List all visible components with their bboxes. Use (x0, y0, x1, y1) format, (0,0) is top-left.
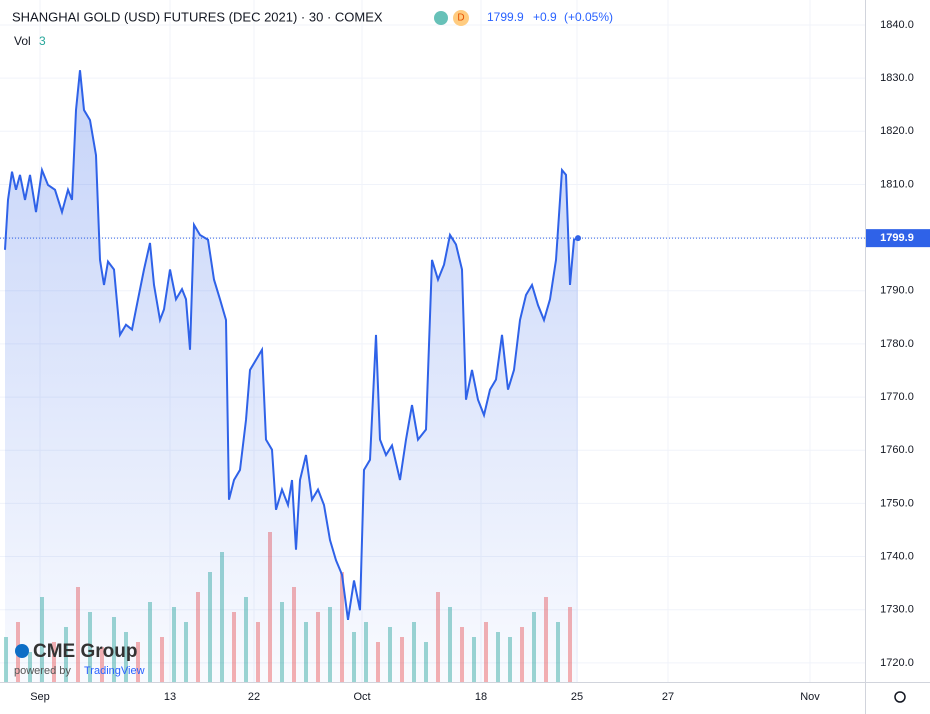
vol-label: Vol (14, 34, 31, 48)
chart-title: SHANGHAI GOLD (USD) FUTURES (DEC 2021) ·… (12, 9, 383, 24)
x-tick-label: Oct (353, 691, 370, 703)
y-tick-label: 1760.0 (880, 444, 914, 456)
y-tick-label: 1830.0 (880, 72, 914, 84)
logo: CME Group (33, 641, 138, 662)
x-tick-label: 27 (662, 691, 674, 703)
change-pct: (+0.05%) (564, 10, 613, 24)
powered-brand: TradingView (84, 665, 145, 677)
y-tick-label: 1740.0 (880, 550, 914, 562)
last-point (575, 235, 581, 242)
y-tick-label: 1780.0 (880, 338, 914, 350)
x-tick-label: 18 (475, 691, 487, 703)
status-dot (434, 11, 448, 25)
x-tick-label: Sep (30, 691, 50, 703)
y-tick-label: 1820.0 (880, 125, 914, 137)
y-tick-label: 1770.0 (880, 391, 914, 403)
y-tick-label: 1790.0 (880, 285, 914, 297)
x-tick-label: 25 (571, 691, 583, 703)
y-tick-label: 1720.0 (880, 657, 914, 669)
x-tick-label: 13 (164, 691, 176, 703)
logo-globe (15, 644, 29, 658)
vol-value: 3 (39, 34, 46, 48)
badge (453, 10, 469, 26)
badge-text: D (457, 13, 464, 24)
area-fill (5, 70, 578, 682)
last-price-badge (866, 229, 930, 248)
y-tick-label: 1750.0 (880, 497, 914, 509)
y-tick-label: 1730.0 (880, 604, 914, 616)
price: 1799.9 (487, 10, 524, 24)
last-price-label: 1799.9 (880, 232, 914, 244)
y-tick-label: 1840.0 (880, 19, 914, 31)
x-tick-label: 22 (248, 691, 260, 703)
y-tick-label: 1810.0 (880, 178, 914, 190)
change: +0.9 (533, 10, 557, 24)
powered-by: powered by (14, 665, 71, 677)
settings-icon[interactable] (894, 691, 906, 703)
x-tick-label: Nov (800, 691, 820, 703)
price-line (4, 70, 579, 620)
